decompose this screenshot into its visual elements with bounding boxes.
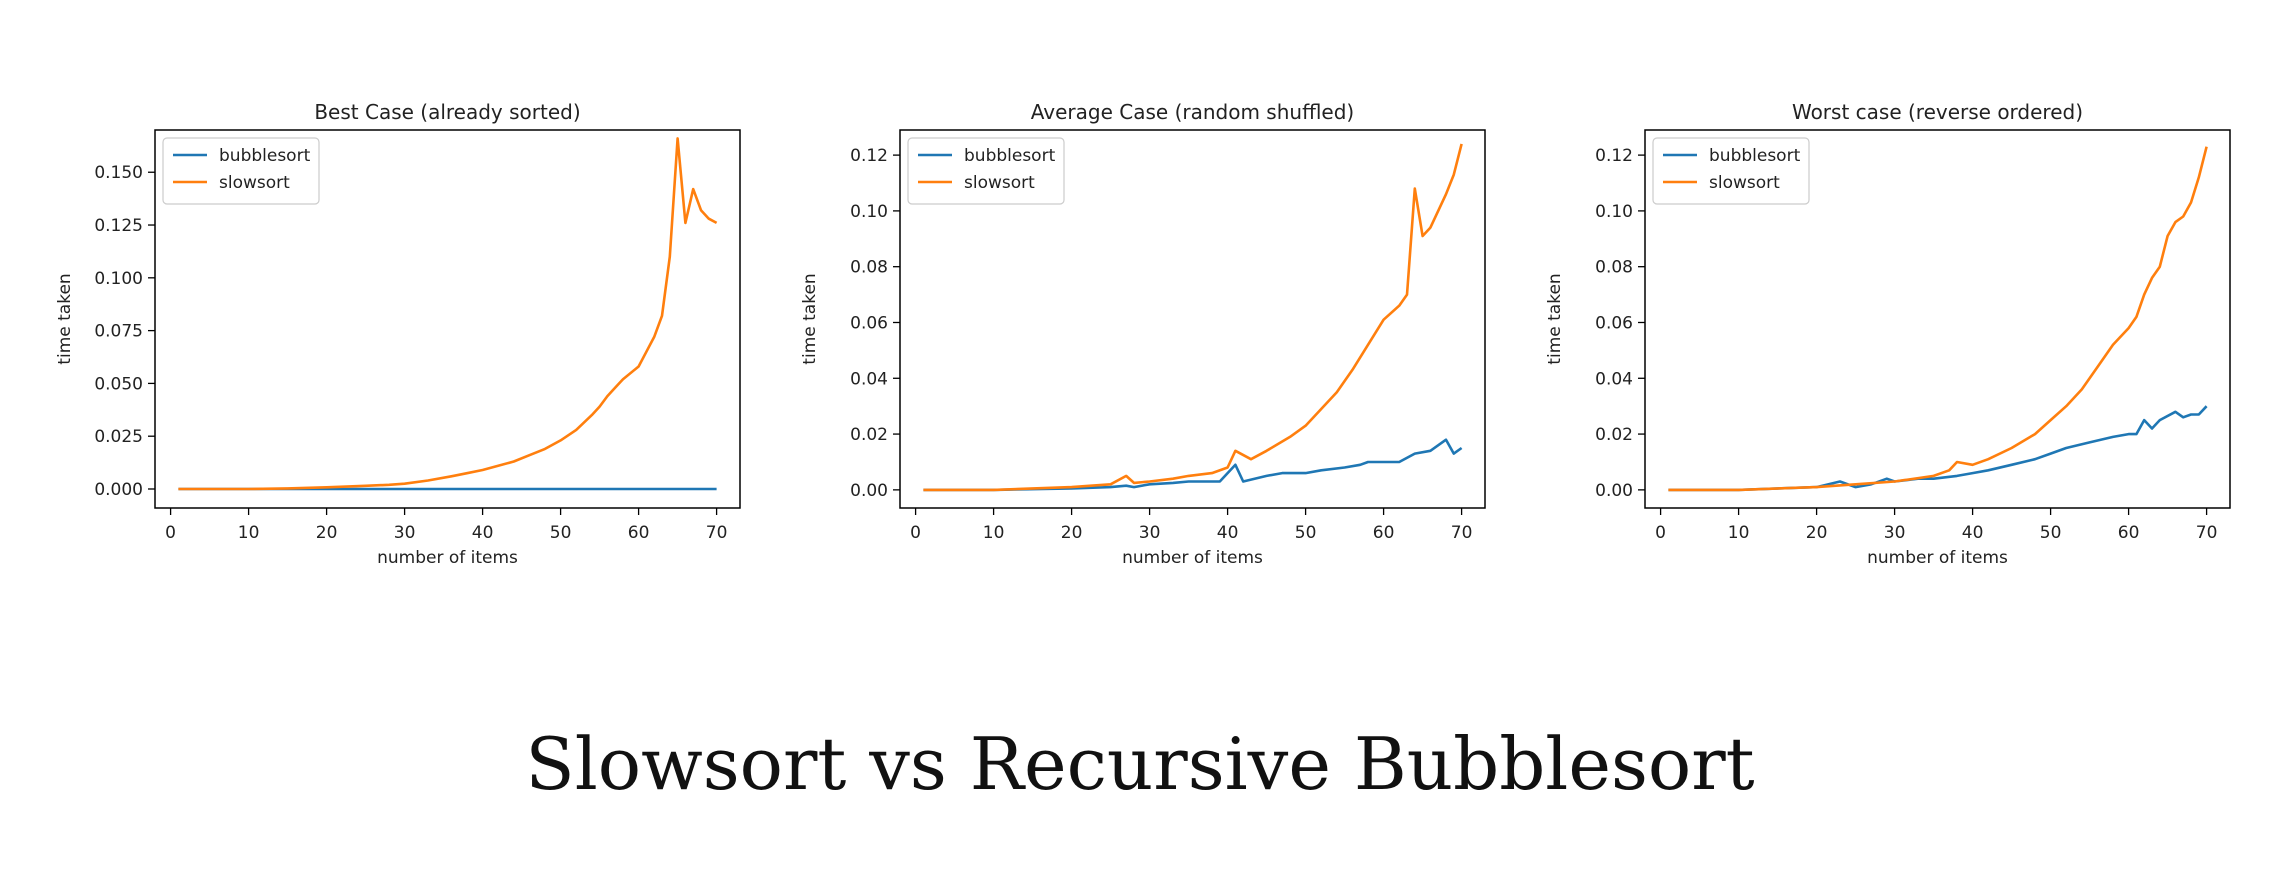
y-tick-label: 0.075	[94, 322, 143, 342]
y-tick-label: 0.08	[850, 258, 888, 278]
x-tick-label: 20	[316, 523, 338, 543]
chart-panel-1: 0 10 20 30 40 50 60 70 0.000 0.025 0.050 0.075 0.100…	[55, 100, 741, 568]
chart-title: Best Case (already sorted)	[314, 100, 580, 124]
legend-label-slowsort: slowsort	[1709, 173, 1780, 193]
series-line-bubblesort	[923, 438, 1463, 492]
y-axis-label: time taken	[55, 273, 75, 364]
series-line-bubblesort	[1668, 405, 2208, 492]
y-tick-label: 0.06	[1595, 313, 1633, 333]
y-tick-label: 0.125	[94, 216, 143, 236]
x-tick-label: 30	[394, 523, 416, 543]
y-tick-label: 0.025	[94, 427, 143, 447]
figure-caption: Slowsort vs Recursive Bubblesort	[525, 722, 1755, 806]
x-tick-label: 40	[472, 523, 494, 543]
chart-title: Average Case (random shuffled)	[1031, 100, 1354, 124]
x-tick-label: 60	[628, 523, 650, 543]
x-tick-label: 0	[1655, 523, 1666, 543]
x-tick-label: 30	[1884, 523, 1906, 543]
legend-label-slowsort: slowsort	[964, 173, 1035, 193]
x-tick-label: 20	[1806, 523, 1828, 543]
axes-frame	[1644, 129, 2231, 509]
x-tick-label: 50	[550, 523, 572, 543]
series-line-slowsort	[923, 143, 1463, 492]
y-tick-label: 0.150	[94, 163, 143, 183]
x-tick-label: 50	[1295, 523, 1317, 543]
axes-frame	[899, 129, 1486, 509]
x-tick-label: 0	[910, 523, 921, 543]
series-line-slowsort	[1668, 146, 2208, 492]
x-tick-label: 20	[1061, 523, 1083, 543]
y-tick-label: 0.10	[850, 202, 888, 222]
y-tick-label: 0.050	[94, 374, 143, 394]
chart-panel-3: 0 10 20 30 40 50 60 70 0.00 0.02 0.04 0.06 0.08 0.10 0…	[1545, 100, 2231, 568]
y-tick-label: 0.12	[1595, 146, 1633, 166]
x-tick-label: 10	[1728, 523, 1750, 543]
legend-label-bubblesort: bubblesort	[964, 146, 1056, 166]
legend-label-bubblesort: bubblesort	[219, 146, 311, 166]
x-tick-label: 10	[983, 523, 1005, 543]
y-tick-label: 0.00	[850, 481, 888, 501]
y-tick-label: 0.02	[1595, 425, 1633, 445]
legend: bubblesort slowsort	[1652, 137, 1810, 205]
y-tick-label: 0.00	[1595, 481, 1633, 501]
y-axis-label: time taken	[800, 273, 820, 364]
y-tick-label: 0.12	[850, 146, 888, 166]
y-tick-label: 0.10	[1595, 202, 1633, 222]
legend: bubblesort slowsort	[907, 137, 1065, 205]
x-axis-label: number of items	[1867, 548, 2008, 568]
y-tick-label: 0.100	[94, 269, 143, 289]
y-tick-label: 0.000	[94, 480, 143, 500]
y-tick-label: 0.06	[850, 313, 888, 333]
y-tick-label: 0.04	[850, 369, 888, 389]
y-tick-label: 0.08	[1595, 258, 1633, 278]
x-tick-label: 0	[165, 523, 176, 543]
legend-label-bubblesort: bubblesort	[1709, 146, 1801, 166]
x-axis-label: number of items	[377, 548, 518, 568]
x-tick-label: 70	[2196, 523, 2218, 543]
x-tick-label: 70	[706, 523, 728, 543]
y-tick-label: 0.02	[850, 425, 888, 445]
y-tick-label: 0.04	[1595, 369, 1633, 389]
legend-label-slowsort: slowsort	[219, 173, 290, 193]
series-line-slowsort	[178, 137, 718, 491]
chart-panel-2: 0 10 20 30 40 50 60 70 0.00 0.02 0.04 0.06 0.08 0.10 0…	[800, 100, 1486, 568]
x-tick-label: 40	[1217, 523, 1239, 543]
x-tick-label: 30	[1139, 523, 1161, 543]
x-tick-label: 60	[2118, 523, 2140, 543]
chart-title: Worst case (reverse ordered)	[1792, 100, 2083, 124]
x-tick-label: 50	[2040, 523, 2062, 543]
x-tick-label: 10	[238, 523, 260, 543]
x-tick-label: 40	[1962, 523, 1984, 543]
y-axis-label: time taken	[1545, 273, 1565, 364]
legend: bubblesort slowsort	[162, 137, 320, 205]
axes-frame	[154, 129, 741, 509]
x-axis-label: number of items	[1122, 548, 1263, 568]
x-tick-label: 70	[1451, 523, 1473, 543]
x-tick-label: 60	[1373, 523, 1395, 543]
